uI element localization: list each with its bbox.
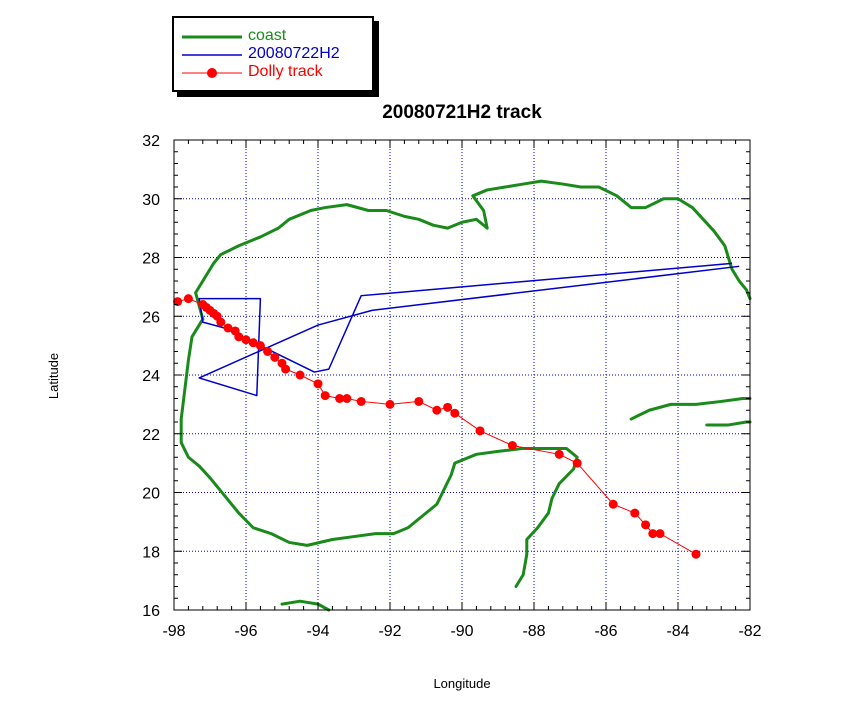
dolly-track-point <box>255 341 265 351</box>
dolly-track-point <box>443 402 453 412</box>
x-axis-label: Longitude <box>433 676 490 691</box>
y-tick-label: 18 <box>142 544 160 561</box>
flight-line <box>198 262 740 397</box>
coast-line <box>194 179 752 321</box>
flight-series-20080722H2 <box>198 262 740 397</box>
dolly-track-point <box>572 458 582 468</box>
x-tick-label: -90 <box>450 623 473 640</box>
y-axis-label: Latitude <box>46 353 61 399</box>
dolly-track-point <box>281 364 291 374</box>
x-tick-label: -88 <box>522 623 545 640</box>
x-tick-label: -84 <box>666 623 689 640</box>
dolly-track-point <box>183 294 193 304</box>
dolly-track-point <box>648 529 658 539</box>
dolly-track-point <box>655 529 665 539</box>
dolly-track-point <box>248 338 258 348</box>
legend-label-coast: coast <box>248 27 287 44</box>
dolly-track-point <box>385 399 395 409</box>
dolly-track-point <box>173 297 183 307</box>
dolly-track-point <box>507 441 517 450</box>
dolly-track-point <box>216 317 226 327</box>
legend-label-dolly: Dolly track <box>248 63 323 80</box>
dolly-track-point <box>295 370 305 380</box>
dolly-track-point <box>223 323 233 333</box>
dolly-track-point <box>263 347 273 356</box>
x-tick-label: -86 <box>594 623 617 640</box>
chart-title: 20080721H2 track <box>382 102 542 123</box>
dolly-track-point <box>234 332 244 342</box>
dolly-track-point <box>335 394 345 403</box>
dolly-track-point <box>630 508 640 518</box>
y-tick-label: 32 <box>142 133 160 150</box>
coast-series <box>179 179 752 612</box>
y-tick-label: 24 <box>142 368 160 385</box>
coast-line <box>280 599 331 612</box>
dolly-track-point <box>641 520 651 530</box>
y-tick-label: 30 <box>142 192 160 209</box>
y-tick-label: 16 <box>142 603 160 620</box>
dolly-track-point <box>432 405 442 415</box>
dolly-track-point <box>342 394 352 403</box>
legend: coast 20080722H2 Dolly track <box>172 16 374 92</box>
x-tick-label: -96 <box>234 623 257 640</box>
dolly-track-point <box>414 396 424 406</box>
legend-label-flight: 20080722H2 <box>248 45 340 62</box>
y-tick-label: 20 <box>142 486 160 503</box>
legend-swatch-coast <box>182 35 242 39</box>
y-tick-label: 28 <box>142 251 160 268</box>
x-tick-label: -92 <box>378 623 401 640</box>
dolly-track-point <box>475 426 485 436</box>
dolly-track-point <box>320 391 330 401</box>
dolly-track-point <box>241 335 251 345</box>
coast-line <box>179 317 579 588</box>
legend-swatch-flight <box>182 54 242 56</box>
x-tick-label: -82 <box>738 623 761 640</box>
y-tick-label: 26 <box>142 309 160 326</box>
legend-swatch-dolly <box>182 68 242 78</box>
axes: -98 -96 -94 -92 -90 -88 -86 -84 -82 16 18 20 22 24 26 2… <box>142 133 761 640</box>
dolly-track-point <box>270 352 280 362</box>
grid-lines <box>174 140 750 610</box>
x-tick-label: -94 <box>306 623 329 640</box>
y-tick-label: 22 <box>142 427 160 444</box>
x-tick-label: -98 <box>162 623 185 640</box>
dolly-track-point <box>554 449 564 459</box>
dolly-track-point <box>313 379 323 389</box>
dolly-track-point <box>356 396 366 406</box>
coast-line <box>629 397 752 421</box>
dolly-track-point <box>450 408 460 418</box>
dolly-track-point <box>691 549 701 559</box>
dolly-track-series <box>173 294 701 559</box>
dolly-track-point <box>608 499 618 509</box>
